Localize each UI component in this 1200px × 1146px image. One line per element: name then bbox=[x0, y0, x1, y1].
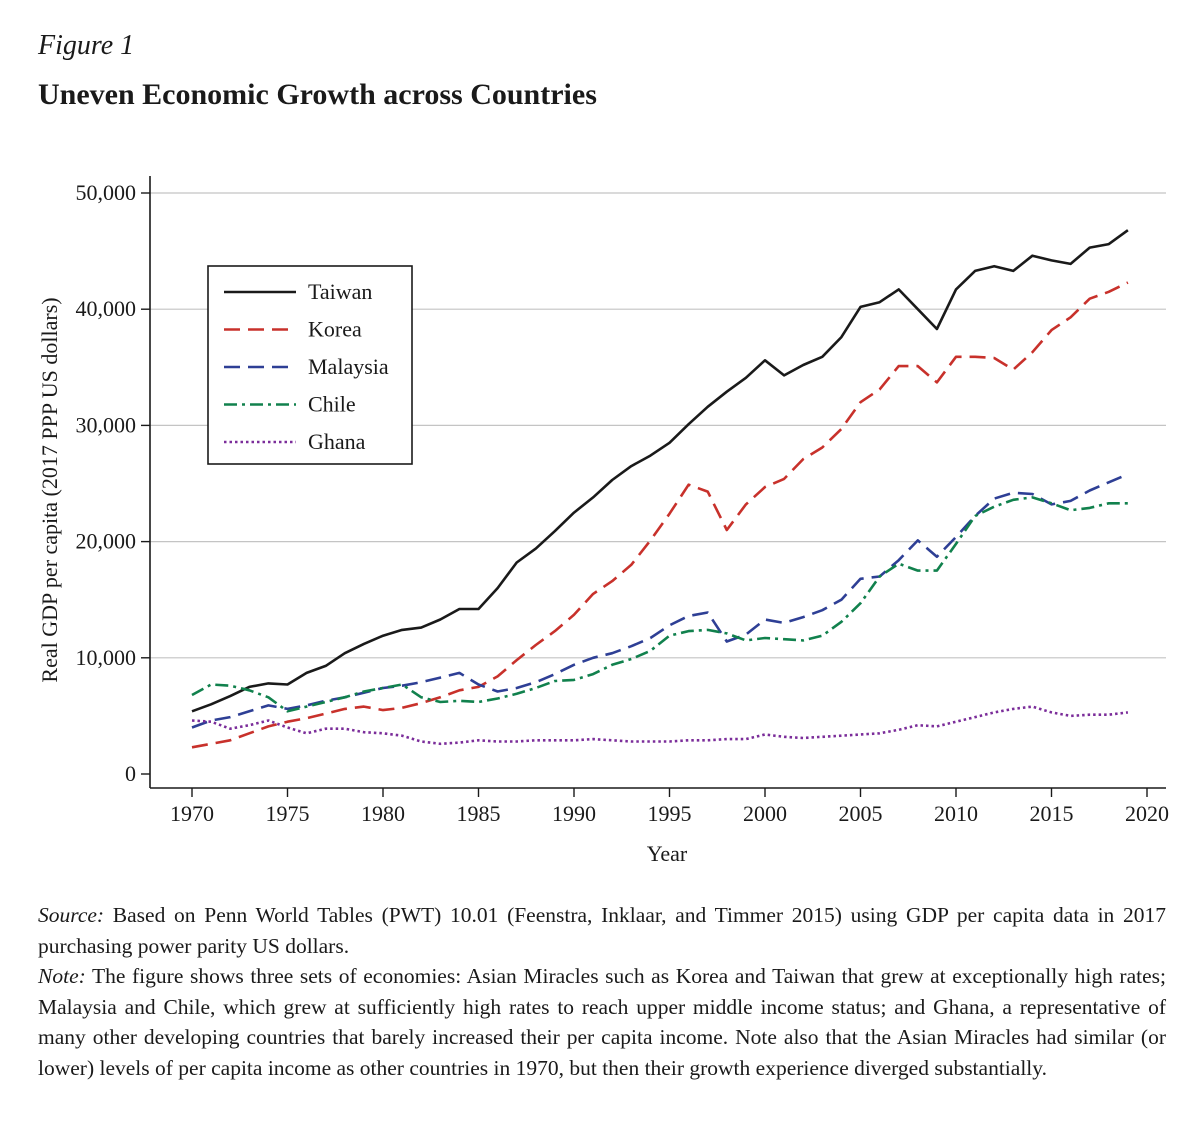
series-line-korea bbox=[191, 281, 1129, 749]
x-tick-label: 2010 bbox=[934, 801, 978, 826]
legend-label-taiwan: Taiwan bbox=[308, 279, 372, 304]
source-note: Source: Based on Penn World Tables (PWT)… bbox=[38, 900, 1166, 961]
figure-caption: Source: Based on Penn World Tables (PWT)… bbox=[38, 900, 1166, 1083]
legend-label-korea: Korea bbox=[308, 317, 362, 342]
x-axis-label: Year bbox=[647, 841, 688, 866]
source-label: Source: bbox=[38, 903, 105, 927]
figure-title: Uneven Economic Growth across Countries bbox=[38, 78, 597, 111]
series-line-taiwan bbox=[191, 229, 1129, 713]
x-tick-label: 2020 bbox=[1125, 801, 1169, 826]
x-tick-label: 2005 bbox=[839, 801, 883, 826]
series-line-chile bbox=[191, 496, 1128, 713]
legend-box bbox=[207, 265, 413, 465]
legend: Taiwan Korea Malaysia Chile Ghana bbox=[207, 265, 413, 465]
x-tick-label: 1980 bbox=[361, 801, 405, 826]
x-tick-label: 1985 bbox=[457, 801, 501, 826]
source-text: Based on Penn World Tables (PWT) 10.01 (… bbox=[38, 903, 1166, 958]
y-tick-label: 50,000 bbox=[76, 180, 137, 205]
series-line-ghana bbox=[191, 705, 1129, 746]
y-tick-label: 10,000 bbox=[76, 645, 137, 670]
y-tick-label: 20,000 bbox=[76, 529, 137, 554]
y-tick-label: 40,000 bbox=[76, 296, 137, 321]
figure-label: Figure 1 bbox=[38, 30, 135, 61]
axes bbox=[149, 176, 1166, 789]
legend-label-ghana: Ghana bbox=[308, 429, 366, 454]
legend-label-chile: Chile bbox=[308, 392, 356, 417]
note-text: The figure shows three sets of economies… bbox=[38, 964, 1166, 1080]
series-lines bbox=[191, 229, 1129, 749]
y-axis-ticks: 0 10,000 20,000 30,000 40,000 50,000 bbox=[76, 180, 150, 786]
x-tick-label: 1990 bbox=[552, 801, 596, 826]
x-axis-ticks: 1970 1975 1980 1985 1990 1995 2000 2005 2010 2015… bbox=[170, 788, 1169, 826]
series-line-malaysia bbox=[191, 473, 1129, 729]
x-tick-label: 2015 bbox=[1030, 801, 1074, 826]
y-tick-label: 0 bbox=[125, 761, 136, 786]
y-tick-label: 30,000 bbox=[76, 412, 137, 437]
x-tick-label: 1970 bbox=[170, 801, 214, 826]
note-label: Note: bbox=[38, 964, 86, 988]
x-tick-label: 1975 bbox=[266, 801, 310, 826]
note: Note: The figure shows three sets of eco… bbox=[38, 961, 1166, 1083]
x-tick-label: 1995 bbox=[648, 801, 692, 826]
line-chart: 0 10,000 20,000 30,000 40,000 50,000 1970 1975… bbox=[37, 176, 1169, 866]
y-axis-label: Real GDP per capita (2017 PPP US dollars… bbox=[37, 297, 62, 682]
legend-label-malaysia: Malaysia bbox=[308, 354, 389, 379]
x-tick-label: 2000 bbox=[743, 801, 787, 826]
